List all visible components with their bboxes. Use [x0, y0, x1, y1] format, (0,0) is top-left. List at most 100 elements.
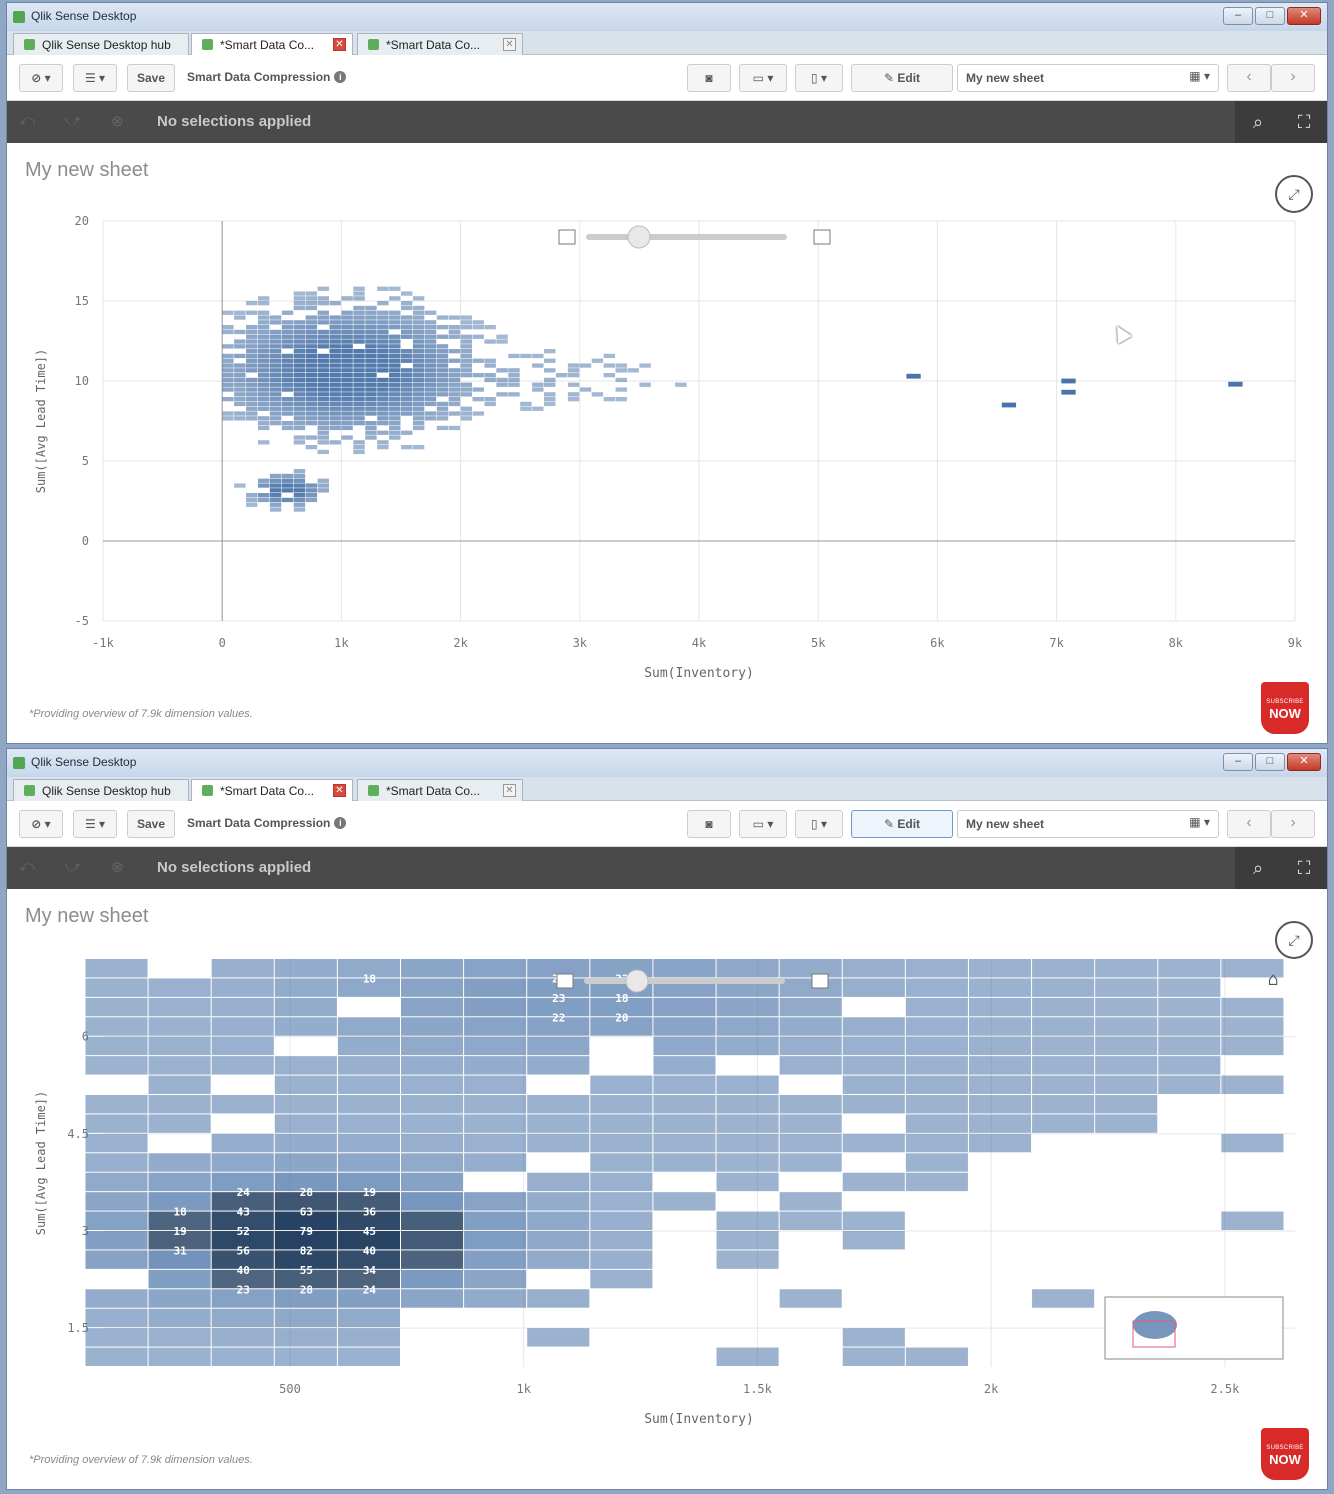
heat-cell — [211, 1192, 274, 1211]
maximize-button[interactable]: □ — [1255, 7, 1285, 25]
qlik-app-icon — [13, 757, 25, 769]
density-bin — [401, 353, 413, 359]
info-icon[interactable]: i — [334, 71, 347, 83]
clear-selections-icon[interactable]: ⊗ — [111, 113, 124, 130]
search-icon[interactable]: ⌕ — [1235, 101, 1281, 143]
density-bin — [389, 382, 401, 387]
density-bin — [281, 373, 294, 378]
storytelling-button[interactable]: ▭ ▾ — [739, 810, 787, 838]
density-bin — [353, 291, 365, 296]
heat-cell — [274, 1308, 337, 1328]
fullscreen-expand-icon[interactable]: ⤢ — [1275, 921, 1313, 959]
density-bin — [305, 488, 318, 493]
tab-hub[interactable]: Qlik Sense Desktop hub — [13, 33, 189, 55]
step-forward-icon[interactable]: ⤻ — [65, 858, 82, 875]
heat-cell — [1095, 1056, 1158, 1075]
scatter-overview-chart[interactable]: -1k 0 1k 2k 3k 4k 5k 6k 7k 8k 9k 20 15 10 5 0 -5 Sum(Inve… — [7, 143, 1328, 744]
density-bin — [317, 334, 329, 339]
previous-sheet-button[interactable]: ‹ — [1227, 810, 1271, 838]
edit-button[interactable]: ✎ Edit — [851, 64, 953, 92]
storytelling-button[interactable]: ▭ ▾ — [739, 64, 787, 92]
x-axis-title: Sum(Inventory) — [644, 666, 754, 681]
heat-cell — [211, 1017, 274, 1036]
next-sheet-button[interactable]: › — [1271, 810, 1315, 838]
save-button[interactable]: Save — [127, 810, 175, 838]
resolution-low-icon — [558, 229, 576, 245]
density-bin — [377, 334, 389, 339]
close-button[interactable]: ✕ — [1287, 7, 1321, 25]
density-bin — [377, 382, 389, 387]
heat-cell — [1158, 959, 1221, 978]
subscribe-badge[interactable]: SUBSCRIBE NOW — [1261, 682, 1309, 734]
tab-close-icon[interactable]: ✕ — [333, 784, 346, 797]
tab-close-icon[interactable]: ✕ — [503, 784, 516, 797]
density-bin — [544, 349, 556, 354]
minimize-button[interactable]: – — [1223, 7, 1253, 25]
tab-close-icon[interactable]: ✕ — [333, 38, 346, 51]
selections-tool-icon[interactable]: ⛶ — [1281, 847, 1327, 889]
global-menu-button[interactable]: ☰ ▾ — [73, 64, 117, 92]
y-tick-label: 10 — [75, 374, 89, 388]
density-bin — [281, 401, 294, 407]
density-bin — [603, 353, 616, 359]
subscribe-badge[interactable]: SUBSCRIBE NOW — [1261, 1428, 1309, 1480]
heat-cell — [1095, 1036, 1158, 1056]
step-back-icon[interactable]: ⤺ — [19, 112, 36, 129]
selections-tool-icon[interactable]: ⛶ — [1281, 101, 1327, 143]
tab-close-icon[interactable]: ✕ — [503, 38, 516, 51]
heat-cell — [401, 1172, 464, 1192]
sheet-list-icon[interactable]: ▦ ▾ — [1189, 69, 1210, 83]
snapshot-button[interactable]: ◙ — [687, 810, 731, 838]
window-title: Qlik Sense Desktop — [31, 755, 137, 769]
edit-button[interactable]: ✎ Edit — [851, 810, 953, 838]
density-bin — [257, 329, 270, 335]
heat-cell — [905, 1036, 968, 1056]
density-bin — [305, 349, 318, 354]
previous-sheet-button[interactable]: ‹ — [1227, 64, 1271, 92]
density-bin — [246, 344, 258, 349]
tab-smart-data-1[interactable]: *Smart Data Co... ✕ — [191, 779, 353, 802]
density-bin — [305, 363, 318, 368]
density-bin — [269, 478, 282, 483]
maximize-button[interactable]: □ — [1255, 753, 1285, 771]
density-bin — [401, 368, 413, 373]
global-menu-button[interactable]: ☰ ▾ — [73, 810, 117, 838]
info-icon[interactable]: i — [334, 817, 347, 829]
heat-cell — [590, 1192, 653, 1211]
search-icon[interactable]: ⌕ — [1235, 847, 1281, 889]
navigation-menu-button[interactable]: ⊘ ▾ — [19, 810, 63, 838]
current-sheet-selector[interactable]: My new sheet ▦ ▾ — [957, 810, 1219, 838]
density-bin — [317, 401, 329, 407]
density-bin — [257, 377, 270, 383]
heat-cell — [401, 1017, 464, 1036]
bookmark-button[interactable]: ▯ ▾ — [795, 810, 843, 838]
snapshot-button[interactable]: ◙ — [687, 64, 731, 92]
tab-hub[interactable]: Qlik Sense Desktop hub — [13, 779, 189, 801]
density-bin — [269, 392, 282, 397]
density-bin — [341, 325, 353, 330]
step-back-icon[interactable]: ⤺ — [19, 858, 36, 875]
heat-cell — [653, 1192, 716, 1211]
close-button[interactable]: ✕ — [1287, 753, 1321, 771]
clear-selections-icon[interactable]: ⊗ — [111, 859, 124, 876]
density-bin — [389, 430, 401, 435]
tab-smart-data-2[interactable]: *Smart Data Co... ✕ — [357, 33, 523, 55]
density-bin — [377, 339, 389, 344]
zoomed-heatmap-chart[interactable]: 500 1k 1.5k 2k 2.5k 6 4.5 3 1.5 Sum(Inventory) Sum… — [7, 889, 1328, 1490]
heat-cell — [148, 1153, 211, 1172]
fullscreen-expand-icon[interactable]: ⤢ — [1275, 175, 1313, 213]
tab-smart-data-2[interactable]: *Smart Data Co... ✕ — [357, 779, 523, 801]
density-bin — [317, 339, 329, 344]
current-sheet-selector[interactable]: My new sheet ▦ ▾ — [957, 64, 1219, 92]
cell-count-label: 24 — [363, 1283, 377, 1296]
sheet-list-icon[interactable]: ▦ ▾ — [1189, 815, 1210, 829]
navigation-menu-button[interactable]: ⊘ ▾ — [19, 64, 63, 92]
bookmark-button[interactable]: ▯ ▾ — [795, 64, 843, 92]
heat-cell — [905, 1095, 968, 1114]
next-sheet-button[interactable]: › — [1271, 64, 1315, 92]
step-forward-icon[interactable]: ⤻ — [65, 112, 82, 129]
minimize-button[interactable]: – — [1223, 753, 1253, 771]
tab-smart-data-1[interactable]: *Smart Data Co... ✕ — [191, 33, 353, 56]
save-button[interactable]: Save — [127, 64, 175, 92]
heat-cell — [401, 1114, 464, 1133]
